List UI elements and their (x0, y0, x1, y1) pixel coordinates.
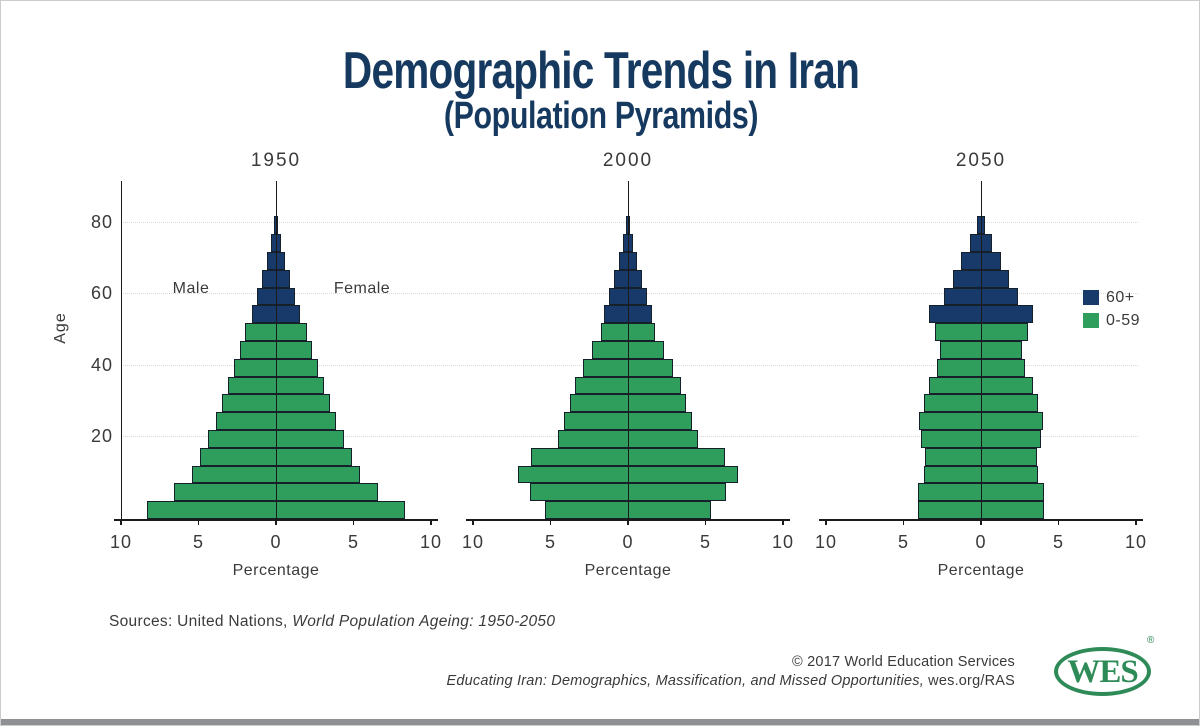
page-subtitle: (Population Pyramids) (443, 95, 759, 137)
legend-swatch-60plus (1083, 290, 1099, 305)
legend: 60+ 0-59 (1083, 290, 1140, 336)
x-tick-2050-0 (980, 519, 982, 525)
legend-item-0-59: 0-59 (1083, 312, 1141, 329)
x-tick-2050--5 (902, 519, 905, 525)
x-tick-2000-10 (782, 519, 784, 525)
legend-swatch-0-59 (1083, 313, 1099, 328)
x-tick-2050-5 (1057, 519, 1060, 525)
x-tick-label-2000--10: 10 (461, 532, 485, 552)
credits-block: © 2017 World Education Services Educatin… (315, 653, 1015, 691)
x-tick-2000-5 (704, 519, 707, 525)
center-axis-2000 (627, 181, 629, 519)
wes-logo-text: WES (1067, 653, 1138, 690)
registered-trademark-icon: ® (1147, 635, 1155, 646)
center-axis-1950 (275, 181, 277, 519)
pyramid-year-2050: 2050 (955, 150, 1007, 171)
y-tick-label-40: 40 (90, 354, 113, 375)
y-tick-label-60: 60 (90, 283, 113, 304)
x-axis-title-2000: Percentage (584, 562, 672, 579)
x-tick-1950--10 (120, 519, 122, 525)
x-tick-label-1950-5: 5 (347, 532, 359, 552)
x-tick-label-1950-10: 10 (419, 532, 443, 552)
sources-note: Sources: United Nations, World Populatio… (109, 613, 555, 631)
x-tick-label-2000-5: 5 (699, 532, 711, 552)
sources-publication: World Population Ageing: 1950-2050 (292, 613, 556, 630)
x-tick-2050-10 (1135, 519, 1137, 525)
y-axis-title: Age (52, 312, 69, 344)
x-tick-label-1950--5: 5 (192, 532, 204, 552)
x-tick-2050--10 (825, 519, 827, 525)
x-tick-label-2050-5: 5 (1052, 532, 1064, 552)
x-tick-label-2050--5: 5 (897, 532, 909, 552)
x-axis-title-2050: Percentage (937, 562, 1025, 579)
copyright-line: © 2017 World Education Services (792, 654, 1015, 670)
pyramid-year-2000: 2000 (602, 150, 654, 171)
y-tick-label-80: 80 (90, 212, 113, 233)
x-tick-label-1950-0: 0 (270, 532, 282, 552)
x-tick-label-2000--5: 5 (544, 532, 556, 552)
y-tick-label-20: 20 (90, 425, 113, 446)
wes-logo: WES (1054, 647, 1151, 696)
x-tick-2000--10 (472, 519, 474, 525)
x-tick-2000--5 (549, 519, 552, 525)
x-tick-1950-10 (430, 519, 432, 525)
legend-label-60plus: 60+ (1106, 289, 1135, 306)
bottom-accent-bar (1, 719, 1199, 725)
x-tick-1950--5 (197, 519, 200, 525)
x-axis-title-1950: Percentage (232, 562, 320, 579)
y-axis-line (120, 181, 122, 525)
x-tick-1950-5 (352, 519, 355, 525)
center-axis-2050 (980, 181, 982, 519)
x-tick-label-2050-0: 0 (975, 532, 987, 552)
publication-line: Educating Iran: Demographics, Massificat… (315, 672, 1015, 691)
x-tick-2000-0 (627, 519, 629, 525)
x-tick-label-2050--10: 10 (814, 532, 838, 552)
sources-prefix: Sources: United Nations, (109, 613, 293, 630)
x-tick-label-2000-0: 0 (622, 532, 634, 552)
legend-item-60plus: 60+ (1083, 289, 1140, 306)
publication-title: Educating Iran: Demographics, Massificat… (446, 673, 924, 689)
pyramid-year-1950: 1950 (250, 150, 302, 171)
x-tick-label-1950--10: 10 (109, 532, 133, 552)
x-tick-1950-0 (275, 519, 277, 525)
page-title: Demographic Trends in Iran (342, 42, 860, 100)
publication-url: wes.org/RAS (923, 673, 1015, 689)
legend-label-0-59: 0-59 (1106, 312, 1141, 329)
female-side-label: Female (333, 280, 391, 297)
male-side-label: Male (172, 280, 210, 297)
x-tick-label-2000-10: 10 (771, 532, 795, 552)
x-tick-label-2050-10: 10 (1124, 532, 1148, 552)
